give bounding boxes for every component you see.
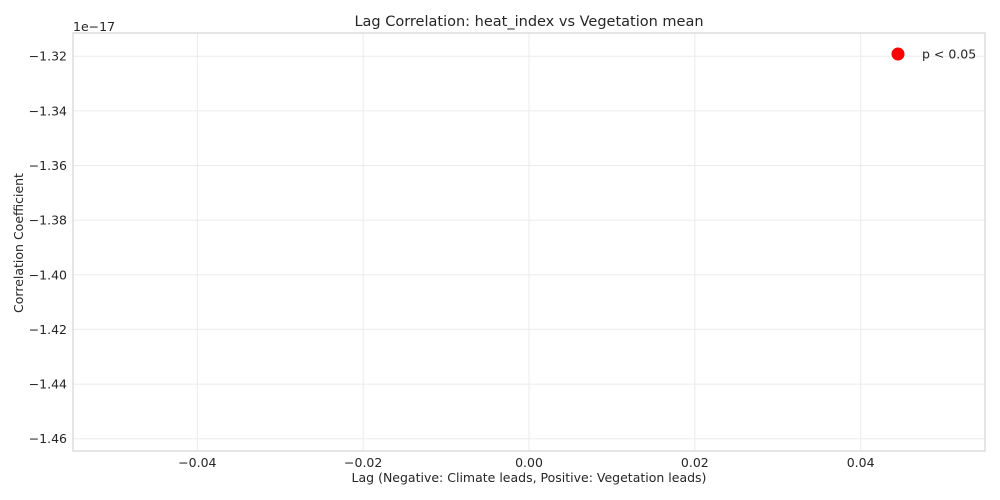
legend-label: p < 0.05 [922,47,976,62]
y-tick-label: −1.32 [29,49,67,64]
y-tick-label: −1.44 [29,377,67,392]
x-tick-label: −0.04 [178,455,216,470]
grid-layer [73,33,985,451]
x-tick-label: 0.00 [515,455,543,470]
y-tick-label: −1.46 [29,431,67,446]
y-tick-label: −1.36 [29,158,67,173]
y-axis-offset-text: 1e−17 [73,19,115,34]
y-axis-label: Correlation Coefficient [11,173,26,313]
chart-title: Lag Correlation: heat_index vs Vegetatio… [354,14,703,30]
x-tick-labels: −0.04 −0.02 0.00 0.02 0.04 [178,455,874,470]
y-tick-labels: −1.32 −1.34 −1.36 −1.38 −1.40 −1.42 −1.44 −1.46 [29,49,67,446]
y-tick-label: −1.40 [29,267,67,282]
y-tick-label: −1.34 [29,103,67,118]
legend: p < 0.05 [891,47,976,62]
x-tick-label: −0.02 [344,455,382,470]
y-tick-label: −1.42 [29,322,67,337]
x-tick-label: 0.02 [681,455,709,470]
x-tick-label: 0.04 [847,455,875,470]
legend-marker-red-dot [891,47,905,61]
y-tick-label: −1.38 [29,213,67,228]
x-axis-label: Lag (Negative: Climate leads, Positive: … [352,470,707,485]
plot-frame [72,32,986,452]
